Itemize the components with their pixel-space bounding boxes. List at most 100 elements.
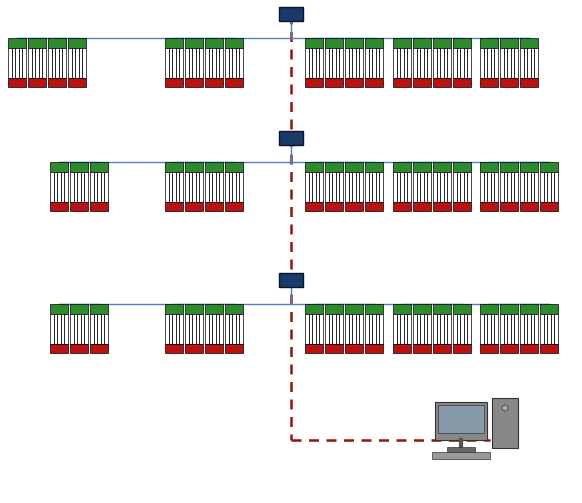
Bar — [68, 78, 86, 87]
Bar — [305, 38, 323, 48]
Bar — [225, 172, 243, 202]
Bar — [540, 202, 558, 211]
Bar — [50, 344, 68, 353]
Bar — [185, 78, 203, 87]
Bar — [305, 202, 323, 211]
Bar — [165, 344, 183, 353]
Bar — [205, 48, 223, 78]
Bar — [345, 202, 363, 211]
Bar — [413, 48, 431, 78]
Bar — [453, 304, 471, 314]
Bar — [345, 162, 363, 172]
Bar — [165, 48, 183, 78]
Bar — [345, 48, 363, 78]
Bar — [345, 304, 363, 314]
Bar — [205, 344, 223, 353]
Bar — [540, 172, 558, 202]
Bar — [50, 314, 68, 344]
Bar — [453, 48, 471, 78]
Bar — [205, 78, 223, 87]
Bar — [365, 314, 383, 344]
Bar — [48, 78, 66, 87]
Bar — [480, 314, 498, 344]
Bar — [453, 172, 471, 202]
Bar — [393, 172, 411, 202]
Bar — [500, 38, 518, 48]
Bar — [365, 38, 383, 48]
Bar — [413, 162, 431, 172]
Bar — [433, 202, 451, 211]
Bar — [325, 38, 343, 48]
Bar — [540, 162, 558, 172]
Bar — [90, 344, 108, 353]
Bar — [185, 202, 203, 211]
Bar — [50, 172, 68, 202]
Bar — [520, 304, 538, 314]
Bar — [205, 162, 223, 172]
Bar — [90, 162, 108, 172]
Bar — [325, 48, 343, 78]
Bar — [345, 78, 363, 87]
Bar — [453, 314, 471, 344]
Bar — [480, 202, 498, 211]
Bar — [393, 162, 411, 172]
Bar — [225, 202, 243, 211]
Bar — [70, 344, 88, 353]
Bar — [413, 304, 431, 314]
Bar — [28, 78, 46, 87]
Bar — [68, 38, 86, 48]
Bar — [28, 38, 46, 48]
Bar — [48, 38, 66, 48]
Bar — [433, 78, 451, 87]
Bar — [365, 48, 383, 78]
Bar — [500, 172, 518, 202]
Bar — [413, 172, 431, 202]
Bar — [325, 202, 343, 211]
Bar — [90, 202, 108, 211]
Bar — [438, 405, 484, 433]
Bar — [305, 162, 323, 172]
Bar — [520, 344, 538, 353]
Bar — [492, 398, 518, 448]
Bar — [393, 314, 411, 344]
Bar — [393, 304, 411, 314]
Bar — [185, 162, 203, 172]
Bar — [185, 172, 203, 202]
Bar — [435, 402, 487, 440]
Bar — [50, 162, 68, 172]
Bar — [500, 314, 518, 344]
Bar — [500, 162, 518, 172]
Bar — [305, 344, 323, 353]
Bar — [225, 344, 243, 353]
Bar — [540, 304, 558, 314]
Bar — [68, 48, 86, 78]
Bar — [70, 304, 88, 314]
Bar — [345, 314, 363, 344]
Bar — [500, 78, 518, 87]
Bar — [500, 344, 518, 353]
Bar — [413, 202, 431, 211]
Bar — [325, 162, 343, 172]
Bar — [500, 304, 518, 314]
Bar — [433, 304, 451, 314]
Bar — [520, 162, 538, 172]
Bar — [345, 38, 363, 48]
Bar — [433, 314, 451, 344]
Bar — [433, 344, 451, 353]
Bar — [90, 304, 108, 314]
Bar — [185, 38, 203, 48]
Bar — [393, 78, 411, 87]
Bar — [433, 48, 451, 78]
Bar — [325, 304, 343, 314]
Bar — [325, 78, 343, 87]
Bar — [279, 7, 303, 21]
Bar — [70, 314, 88, 344]
Bar — [48, 48, 66, 78]
Bar — [90, 172, 108, 202]
Bar — [480, 304, 498, 314]
Bar — [413, 78, 431, 87]
Bar — [453, 78, 471, 87]
Bar — [345, 344, 363, 353]
Bar — [165, 78, 183, 87]
Bar — [365, 304, 383, 314]
